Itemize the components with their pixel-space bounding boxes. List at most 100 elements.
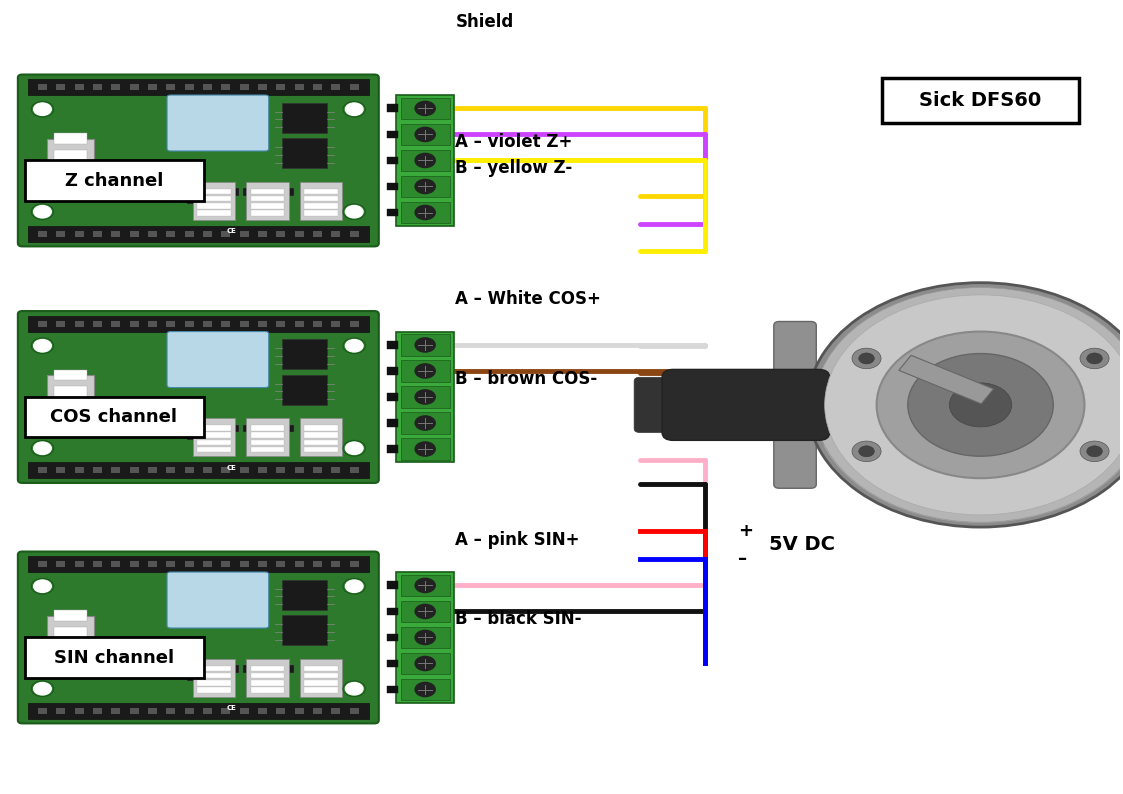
FancyBboxPatch shape <box>167 572 268 628</box>
Bar <box>74 707 83 714</box>
Bar <box>387 105 399 113</box>
FancyBboxPatch shape <box>18 552 378 723</box>
Bar <box>294 561 303 567</box>
Bar <box>148 707 157 714</box>
Bar <box>387 130 399 138</box>
Bar <box>258 467 267 473</box>
Circle shape <box>824 295 1123 515</box>
Bar <box>396 95 454 225</box>
Bar <box>313 321 322 327</box>
Circle shape <box>416 416 436 430</box>
Bar <box>401 679 449 700</box>
Bar <box>239 321 248 327</box>
Circle shape <box>1080 349 1110 368</box>
Bar <box>401 360 449 382</box>
Bar <box>193 418 235 456</box>
Bar <box>93 321 102 327</box>
Bar <box>282 375 327 405</box>
Bar <box>387 660 399 668</box>
Bar <box>184 707 193 714</box>
Bar <box>93 84 102 91</box>
Bar <box>74 84 83 91</box>
Circle shape <box>345 442 363 454</box>
Circle shape <box>416 127 436 141</box>
FancyBboxPatch shape <box>18 75 378 246</box>
Bar <box>28 462 368 478</box>
Bar <box>239 707 248 714</box>
Bar <box>221 665 238 673</box>
Bar <box>184 321 193 327</box>
Bar <box>56 84 65 91</box>
Bar <box>300 659 343 696</box>
Bar <box>54 370 88 380</box>
Circle shape <box>852 441 882 461</box>
Bar <box>221 321 230 327</box>
Bar <box>203 467 212 473</box>
Bar <box>349 230 358 237</box>
Bar <box>93 707 102 714</box>
Bar <box>193 182 235 220</box>
Bar <box>331 84 340 91</box>
Bar <box>184 467 193 473</box>
Bar <box>294 230 303 237</box>
Bar <box>203 561 212 567</box>
Bar <box>74 230 83 237</box>
Circle shape <box>345 682 363 695</box>
Bar <box>294 321 303 327</box>
Bar <box>148 230 157 237</box>
Bar <box>396 572 454 703</box>
Bar <box>349 84 358 91</box>
Bar <box>93 561 102 567</box>
Bar <box>198 680 230 685</box>
Circle shape <box>34 340 52 352</box>
Circle shape <box>949 383 1012 427</box>
Bar <box>198 447 230 453</box>
Text: Sick DFS60: Sick DFS60 <box>920 91 1042 110</box>
Bar <box>38 467 47 473</box>
Bar <box>93 467 102 473</box>
Bar <box>282 580 327 610</box>
Bar <box>250 426 284 431</box>
Bar <box>401 412 449 434</box>
Bar <box>246 659 289 696</box>
Bar <box>304 447 338 453</box>
FancyBboxPatch shape <box>634 377 690 433</box>
Bar <box>28 316 368 332</box>
Bar <box>74 321 83 327</box>
Bar <box>193 659 235 696</box>
Circle shape <box>1080 441 1110 461</box>
Bar <box>111 84 120 91</box>
Bar <box>250 440 284 445</box>
Bar <box>243 665 261 673</box>
Bar <box>294 707 303 714</box>
Text: B – brown COS-: B – brown COS- <box>455 370 597 387</box>
Circle shape <box>416 206 436 220</box>
Bar <box>129 84 138 91</box>
Bar <box>276 230 285 237</box>
Circle shape <box>807 283 1123 527</box>
Bar <box>198 210 230 216</box>
Bar <box>387 341 399 349</box>
Bar <box>282 138 327 168</box>
Circle shape <box>907 353 1053 457</box>
Bar <box>401 202 449 223</box>
Bar <box>331 321 340 327</box>
Text: A – pink SIN+: A – pink SIN+ <box>455 530 579 549</box>
Bar <box>276 84 285 91</box>
Circle shape <box>416 364 436 378</box>
Bar <box>54 387 88 397</box>
Bar <box>349 707 358 714</box>
Bar <box>243 425 261 433</box>
Bar <box>188 433 206 441</box>
Bar <box>294 467 303 473</box>
Circle shape <box>416 630 436 645</box>
Bar <box>387 685 399 693</box>
Bar <box>250 189 284 195</box>
Circle shape <box>859 445 875 457</box>
Bar <box>401 653 449 674</box>
Bar <box>111 467 120 473</box>
Bar <box>38 707 47 714</box>
Circle shape <box>416 604 436 619</box>
Bar <box>401 98 449 119</box>
Circle shape <box>1087 445 1103 457</box>
